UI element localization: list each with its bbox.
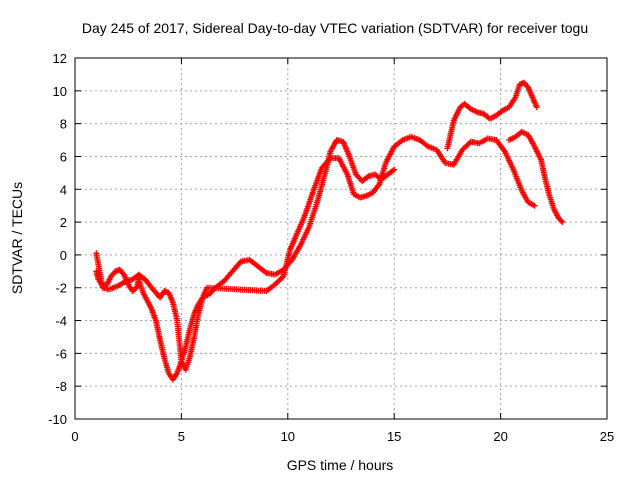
data-point <box>389 167 396 174</box>
y-tick-label: -4 <box>55 314 67 329</box>
data-point <box>559 219 566 226</box>
y-tick-label: 0 <box>60 248 67 263</box>
x-tick-label: 15 <box>387 429 401 444</box>
axis-ticks: 0 5 10 15 20 25 -10 -8 -6 -4 -2 0 2 4 6 8 10 12 <box>48 51 614 444</box>
data-point <box>391 166 398 173</box>
y-tick-label: 12 <box>53 51 67 66</box>
data-point <box>558 217 565 224</box>
series-3 <box>444 79 540 152</box>
x-tick-label: 20 <box>493 429 507 444</box>
x-tick-label: 10 <box>281 429 295 444</box>
y-tick-label: 8 <box>60 117 67 132</box>
y-axis-label: SDTVAR / TECUs <box>9 182 25 294</box>
x-tick-label: 5 <box>178 429 185 444</box>
series-4 <box>506 128 566 226</box>
series-1 <box>93 137 398 383</box>
y-tick-label: -6 <box>55 346 67 361</box>
y-tick-label: -10 <box>48 412 67 427</box>
plot-frame <box>74 57 608 420</box>
y-tick-label: 10 <box>53 84 67 99</box>
y-tick-label: 2 <box>60 215 67 230</box>
y-tick-label: 6 <box>60 149 67 164</box>
data-point <box>531 202 538 209</box>
data-points <box>93 79 566 383</box>
y-tick-label: -2 <box>55 281 67 296</box>
x-axis-label: GPS time / hours <box>287 457 394 473</box>
y-tick-label: 4 <box>60 182 67 197</box>
chart-title: Day 245 of 2017, Sidereal Day-to-day VTE… <box>82 20 588 36</box>
grid-lines <box>75 58 607 419</box>
y-tick-label: -8 <box>55 379 67 394</box>
series-2 <box>93 133 538 373</box>
x-tick-label: 25 <box>600 429 614 444</box>
x-tick-label: 0 <box>71 429 78 444</box>
data-point <box>533 104 540 111</box>
